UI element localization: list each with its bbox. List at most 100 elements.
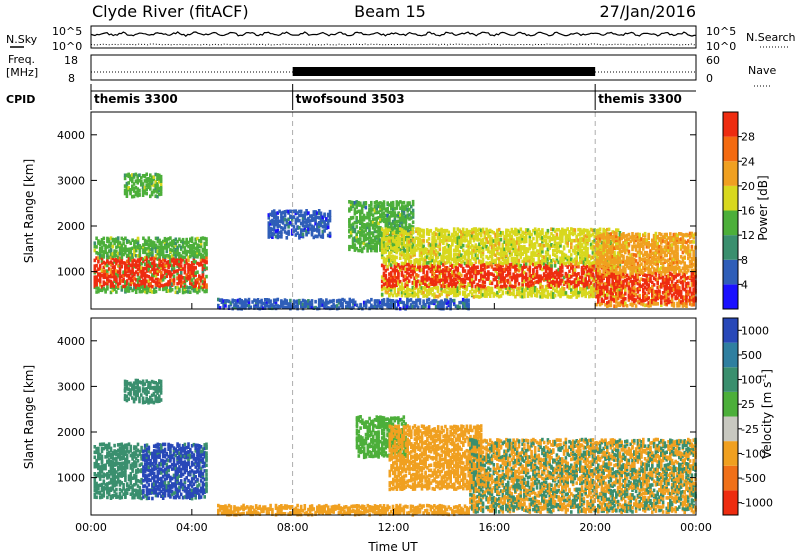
scatter-cell (280, 216, 283, 221)
scatter-cell (443, 228, 447, 233)
scatter-cell (159, 185, 163, 189)
scatter-cell (483, 241, 487, 246)
scatter-cell (425, 289, 429, 293)
scatter-cell (142, 250, 145, 255)
scatter-cell (555, 277, 559, 282)
power-panel-data (93, 172, 697, 311)
scatter-cell (399, 215, 402, 220)
scatter-cell (348, 244, 351, 249)
scatter-cell (132, 189, 136, 193)
scatter-cell (156, 269, 160, 273)
scatter-cell (580, 249, 584, 253)
scatter-cell (393, 244, 397, 249)
scatter-cell (580, 243, 584, 247)
scatter-cell (185, 241, 188, 246)
scatter-cell (104, 261, 107, 266)
scatter-cell (582, 236, 586, 241)
scatter-cell (398, 236, 402, 241)
scatter-cell (589, 246, 593, 250)
site-title: Clyde River (fitACF) (92, 2, 249, 21)
scatter-cell (470, 262, 474, 266)
scatter-cell (451, 232, 454, 237)
scatter-cell (201, 272, 205, 277)
scatter-cell (152, 241, 156, 245)
scatter-cell (452, 279, 456, 284)
scatter-cell (399, 206, 402, 210)
scatter-cell (321, 218, 325, 223)
scatter-cell (402, 226, 406, 230)
scatter-cell (325, 226, 328, 230)
scatter-cell (107, 240, 111, 244)
scatter-cell (557, 274, 560, 278)
scatter-cell (532, 236, 535, 241)
scatter-cell (436, 264, 440, 268)
scatter-cell (442, 234, 445, 238)
scatter-cell (379, 238, 382, 242)
scatter-cell (573, 272, 577, 277)
scatter-cell (456, 293, 460, 297)
scatter-cell (557, 241, 560, 245)
scatter-cell (469, 282, 472, 286)
scatter-cell (584, 279, 587, 284)
scatter-cell (497, 272, 501, 277)
scatter-cell (124, 244, 127, 249)
scatter-cell (386, 236, 389, 241)
scatter-cell (431, 236, 434, 240)
scatter-cell (445, 235, 449, 240)
scatter-cell (447, 259, 451, 264)
scatter-cell (571, 232, 575, 237)
scatter-cell (143, 238, 147, 243)
scatter-cell (161, 274, 165, 278)
scatter-cell (530, 251, 533, 255)
scatter-cell (539, 285, 542, 289)
scatter-cell (161, 250, 165, 254)
scatter-cell (580, 260, 584, 265)
scatter-cell (588, 274, 591, 279)
scatter-cell (573, 228, 577, 232)
scatter-cell (379, 208, 382, 213)
scatter-cell (194, 254, 197, 258)
scatter-cell (113, 274, 116, 279)
scatter-cell (515, 251, 519, 256)
scatter-cell (149, 252, 152, 256)
scatter-cell (411, 294, 415, 298)
scatter-cell (595, 286, 598, 291)
scatter-cell (425, 247, 429, 252)
scatter-cell (443, 268, 447, 272)
scatter-cell (443, 233, 447, 237)
scatter-cell (285, 236, 289, 240)
scatter-cell (539, 266, 542, 271)
scatter-cell (359, 237, 362, 241)
scatter-cell (488, 261, 492, 265)
scatter-cell (553, 239, 557, 243)
scatter-cell (391, 246, 395, 251)
scatter-cell (269, 234, 272, 238)
scatter-cell (116, 244, 120, 249)
scatter-cell (553, 253, 557, 257)
scatter-cell (278, 209, 281, 214)
scatter-cell (107, 237, 111, 242)
scatter-cell (559, 244, 562, 248)
scatter-cell (373, 210, 377, 215)
scatter-cell (349, 200, 353, 205)
scatter-cell (461, 290, 465, 295)
scatter-cell (460, 242, 463, 247)
scatter-cell (517, 244, 521, 249)
scatter-cell (147, 282, 151, 287)
scatter-cell (438, 252, 442, 257)
scatter-cell (481, 243, 485, 247)
scatter-cell (472, 268, 476, 273)
scatter-cell (465, 249, 469, 254)
scatter-cell (310, 218, 314, 222)
scatter-cell (490, 254, 494, 259)
scatter-cell (440, 233, 443, 237)
scatter-cell (424, 274, 427, 278)
scatter-cell (150, 192, 154, 197)
scatter-cell (395, 230, 398, 235)
nsky-tick-bottom: 10^0 (52, 40, 82, 53)
scatter-cell (474, 294, 478, 298)
scatter-cell (568, 279, 571, 284)
scatter-cell (456, 276, 460, 280)
scatter-cell (192, 275, 196, 280)
scatter-cell (479, 284, 483, 288)
